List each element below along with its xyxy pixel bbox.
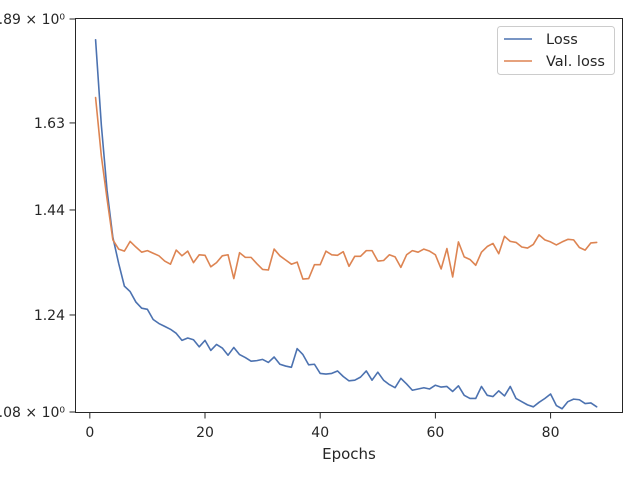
x-tick-label: 40: [311, 425, 329, 441]
x-tick-label: 60: [426, 425, 444, 441]
series-line-val-loss: [94, 96, 598, 280]
legend-label-loss: Loss: [546, 32, 578, 48]
plot-area-frame: [75, 18, 623, 413]
y-tick-label: 1.24: [34, 308, 65, 324]
x-tick-label: 0: [85, 425, 94, 441]
plot-lines: [94, 38, 598, 410]
y-tick-label: 1.08 × 10⁰: [0, 405, 65, 421]
series-line-loss: [94, 38, 598, 410]
x-axis: 0 20 40 60 80: [85, 412, 560, 441]
y-axis: 1.08 × 10⁰ 1.24 1.44 1.63 1.89 × 10⁰: [0, 12, 76, 421]
x-tick-label: 80: [542, 425, 560, 441]
x-tick-label: 20: [196, 425, 214, 441]
y-tick-label: 1.63: [34, 116, 65, 132]
y-tick-label: 1.89 × 10⁰: [0, 12, 65, 28]
y-tick-label: 1.44: [34, 203, 65, 219]
x-axis-title: Epochs: [322, 445, 376, 463]
legend: Loss Val. loss: [497, 26, 615, 75]
legend-label-val-loss: Val. loss: [546, 54, 605, 70]
